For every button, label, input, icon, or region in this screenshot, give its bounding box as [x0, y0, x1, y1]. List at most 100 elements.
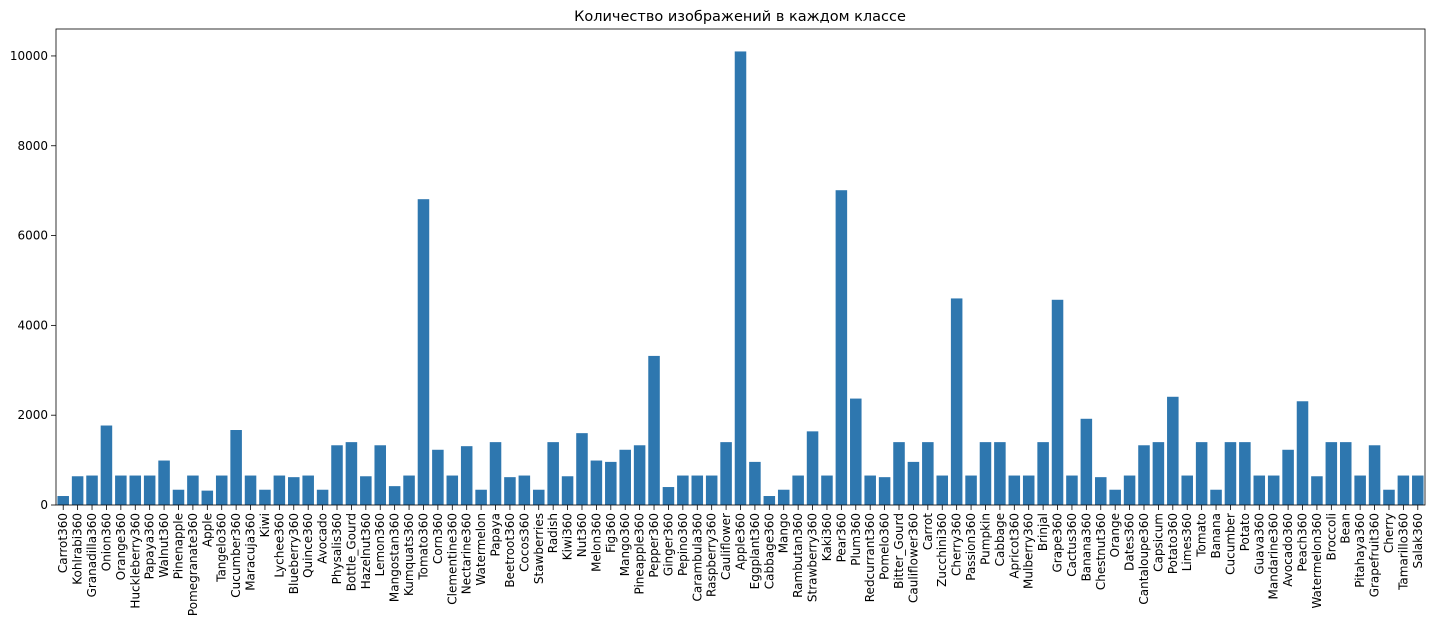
bar-beetroot360: [504, 477, 516, 505]
y-tick-label: 2000: [17, 408, 48, 422]
bar-kohlrabi360: [71, 476, 84, 505]
bar-papaya360: [143, 475, 156, 505]
bar-lemon360: [374, 445, 387, 505]
x-tick-label: Cherry360: [950, 513, 964, 576]
x-tick-label: Bean: [1339, 513, 1353, 544]
x-tick-label: Raspberry360: [705, 513, 719, 597]
x-tick-label: Cucumber: [1223, 513, 1237, 575]
x-tick-label: Limes360: [1180, 513, 1194, 571]
x-tick-label: Apricot360: [1007, 513, 1021, 579]
bar-cantaloupe360: [1138, 445, 1150, 505]
bar-chestnut360: [1094, 477, 1107, 505]
x-tick-label: Onion360: [99, 513, 113, 571]
bar-cocos360: [518, 475, 531, 505]
bar-kaki360: [821, 475, 833, 505]
bar-pomegranate360: [187, 475, 199, 505]
x-tick-label: Cherry: [1382, 513, 1396, 553]
x-tick-label: Watermelon: [474, 513, 488, 586]
x-tick-label: Pomegranate360: [186, 513, 200, 616]
x-tick-label: Passion360: [964, 513, 978, 581]
x-tick-label: Cucumber360: [229, 513, 243, 598]
x-tick-label: Orange360: [114, 513, 128, 580]
x-tick-label: Physalis360: [330, 513, 344, 584]
x-tick-label: Strawberry360: [806, 513, 820, 602]
x-tick-label: Walnut360: [157, 513, 171, 578]
x-tick-label: Nut360: [575, 513, 589, 557]
bar-carrot360: [57, 496, 69, 505]
bar-nectarine360: [460, 446, 473, 505]
bar-bottle-gourd: [345, 442, 358, 505]
bars-group: [57, 51, 1424, 506]
x-tick-label: Avocado: [316, 513, 330, 564]
x-tick-label: Clementine360: [445, 513, 459, 605]
bar-cabbage: [994, 442, 1006, 505]
bar-tomato360: [417, 199, 430, 506]
bar-bitter-gourd: [893, 442, 905, 505]
x-tick-label: Nectarine360: [460, 513, 474, 594]
x-tick-label: Stawberries: [532, 513, 546, 584]
bar-cabbage360: [763, 496, 776, 505]
x-tick-label: Carrot: [921, 513, 935, 550]
y-tick-label: 10000: [10, 49, 48, 63]
bar-blueberry360: [288, 477, 300, 505]
x-tick-label: Melon360: [589, 513, 603, 572]
x-tick-label: Papaya: [489, 513, 503, 556]
x-tick-label: Banana: [1209, 513, 1223, 559]
x-tick-label: Pineapple360: [633, 513, 647, 595]
bar-banana360: [1080, 418, 1093, 505]
bar-guava360: [1253, 475, 1266, 505]
x-tick-label: Grape360: [1051, 513, 1065, 573]
x-tick-label: Cauliflower: [719, 513, 733, 580]
x-tick-label: Mandarine360: [1267, 513, 1281, 599]
x-tick-label: Grapefruit360: [1368, 513, 1382, 597]
x-tick-label: Brinjal: [1036, 513, 1050, 551]
bar-avocado360: [1282, 449, 1294, 505]
x-tick-label: Blueberry360: [287, 513, 301, 594]
x-tick-label: Pepino360: [676, 513, 690, 576]
x-tick-label: Peach360: [1296, 513, 1310, 572]
x-tick-label: Papaya360: [143, 513, 157, 579]
bar-tomato: [1195, 442, 1208, 505]
x-tick-label: Kiwi: [258, 513, 272, 537]
x-tick-label: Apple: [200, 513, 214, 547]
bar-hazelnut360: [360, 476, 372, 505]
bar-carambula360: [691, 475, 704, 505]
x-tick-label: Broccoli: [1324, 513, 1338, 560]
x-tick-label: Plum360: [849, 513, 863, 566]
x-tick-label: Carambula360: [690, 513, 704, 602]
bar-cauliflower360: [907, 461, 920, 505]
x-tick-label: Tomato360: [416, 513, 430, 581]
x-tick-label: Carrot360: [56, 513, 70, 573]
bar-tangelo360: [215, 475, 228, 505]
bar-mandarine360: [1267, 475, 1280, 505]
x-tick-label: Cabbage: [993, 513, 1007, 566]
bar-redcurrant360: [864, 475, 876, 505]
x-tick-label: Tomato: [1195, 513, 1209, 558]
bar-pineapple360: [633, 445, 646, 505]
bar-clementine360: [446, 475, 459, 505]
bar-onion360: [100, 425, 113, 505]
bar-zucchini360: [936, 475, 949, 505]
x-tick-label: Radish: [546, 513, 560, 553]
x-tick-label: Dates360: [1123, 513, 1137, 571]
x-tick-label: Apple360: [734, 513, 748, 570]
x-tick-label: Tangelo360: [215, 513, 229, 583]
x-tick-label: Pinenapple: [171, 513, 185, 579]
x-tick-label: Ginger360: [661, 513, 675, 576]
x-tick-label: Cantaloupe360: [1137, 513, 1151, 605]
x-tick-label: Kaki360: [820, 513, 834, 561]
bar-pomelo360: [878, 477, 891, 505]
y-tick-label: 4000: [17, 318, 48, 332]
chart-title: Количество изображений в каждом классе: [574, 9, 906, 25]
x-tick-label: Maracuja360: [244, 513, 258, 591]
x-tick-label: Potato: [1238, 513, 1252, 551]
x-tick-label: Avocado360: [1281, 513, 1295, 587]
x-tick-label: Kohlrabi360: [71, 513, 85, 585]
bar-granadilla360: [86, 475, 98, 505]
bar-cherry: [1383, 489, 1395, 505]
bar-grape360: [1051, 299, 1064, 505]
x-tick-label: Mangostan360: [388, 513, 402, 602]
x-tick-label: Cauliflower360: [906, 513, 920, 603]
bar-quince360: [302, 475, 314, 505]
